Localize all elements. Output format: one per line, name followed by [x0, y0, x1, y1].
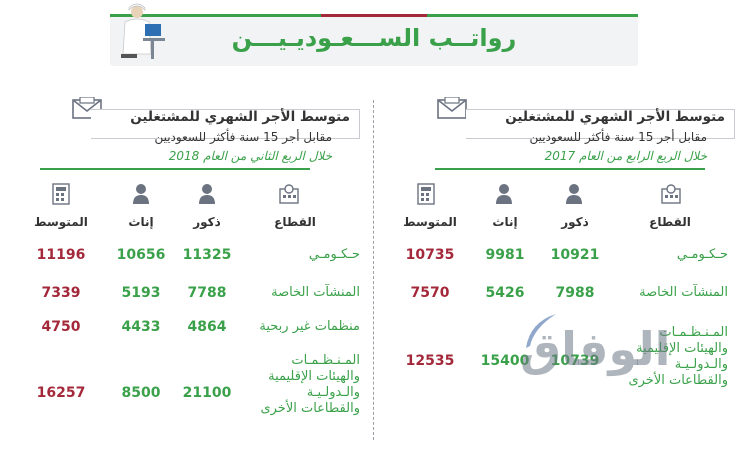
col-average: المتوسط: [34, 215, 88, 229]
table-row-female: 5193: [121, 285, 161, 301]
title-banner: [110, 14, 638, 66]
table-row-sector: المنشآت الخاصة: [639, 285, 728, 300]
envelope-icon: [437, 97, 467, 119]
table-row-female: 9981: [485, 247, 525, 263]
col-sector: القطاع: [274, 215, 316, 229]
building-map-icon: [661, 184, 681, 204]
page-title: رواتــب الســـعـوديـيـــن: [231, 24, 517, 52]
title-banner-accent: [110, 14, 638, 17]
table-row-male: 21100: [182, 385, 232, 401]
col-average: المتوسط: [403, 215, 457, 229]
col-female: إناث: [128, 215, 154, 229]
table-row-female: 15400: [480, 353, 530, 369]
watermark-logo: الوفاق: [520, 322, 671, 376]
calculator-icon: [417, 183, 435, 205]
table-row-average: 10735: [405, 247, 455, 263]
panel-2017: متوسط الأجر الشهري للمشتغلين مقابل أجر 1…: [395, 95, 735, 445]
table-row-average: 12535: [405, 353, 455, 369]
table-row-sector: حـكـومـي: [308, 247, 360, 262]
person-icon: [566, 184, 582, 204]
table-row-male: 7988: [555, 285, 595, 301]
table-row-male: 11325: [182, 247, 232, 263]
col-sector: القطاع: [649, 215, 691, 229]
header-period: خلال الربع الثاني من العام 2018: [168, 149, 332, 163]
table-row-average: 7339: [41, 285, 81, 301]
calculator-icon: [52, 183, 70, 205]
table-row-average: 11196: [36, 247, 86, 263]
person-icon: [199, 184, 215, 204]
col-female: إناث: [492, 215, 518, 229]
header-period: خلال الربع الرابع من العام 2017: [544, 149, 707, 163]
header-frame: [91, 109, 360, 139]
table-row-female: 10656: [116, 247, 166, 263]
table-row-male: 7788: [187, 285, 227, 301]
table-row-average: 16257: [36, 385, 86, 401]
table-row-female: 4433: [121, 319, 161, 335]
worker-at-desk-icon: [121, 3, 165, 59]
table-row-sector: المـنـظـمـات والهيئات الإقليمية والـدولـ…: [628, 325, 728, 388]
header-title: متوسط الأجر الشهري للمشتغلين: [130, 109, 350, 125]
panel-2018: متوسط الأجر الشهري للمشتغلين مقابل أجر 1…: [20, 95, 360, 445]
person-icon: [496, 184, 512, 204]
table-row-male: 4864: [187, 319, 227, 335]
person-icon: [133, 184, 149, 204]
header-subtitle: مقابل أجر 15 سنة فأكثر للسعوديين: [529, 130, 707, 144]
table-row-male: 10739: [550, 353, 600, 369]
header-underline: [40, 168, 310, 170]
table-row-sector: المنشآت الخاصة: [271, 285, 360, 300]
header-title: متوسط الأجر الشهري للمشتغلين: [505, 109, 725, 125]
header-subtitle: مقابل أجر 15 سنة فأكثر للسعوديين: [154, 130, 332, 144]
feather-icon: [526, 314, 556, 348]
table-row-sector: المـنـظـمـات والهيئات الإقليمية والـدولـ…: [260, 353, 360, 416]
table-row-average: 7570: [410, 285, 450, 301]
table-row-female: 5426: [485, 285, 525, 301]
table-row-sector: حـكـومـي: [676, 247, 728, 262]
col-male: ذكور: [193, 215, 221, 229]
table-row-average: 4750: [41, 319, 81, 335]
header-frame: [466, 109, 735, 139]
building-map-icon: [279, 184, 299, 204]
panel-divider: [373, 100, 374, 440]
col-male: ذكور: [561, 215, 589, 229]
table-row-male: 10921: [550, 247, 600, 263]
table-row-female: 8500: [121, 385, 161, 401]
header-underline: [435, 168, 705, 170]
table-row-sector: منظمات غير ربحية: [259, 319, 360, 334]
